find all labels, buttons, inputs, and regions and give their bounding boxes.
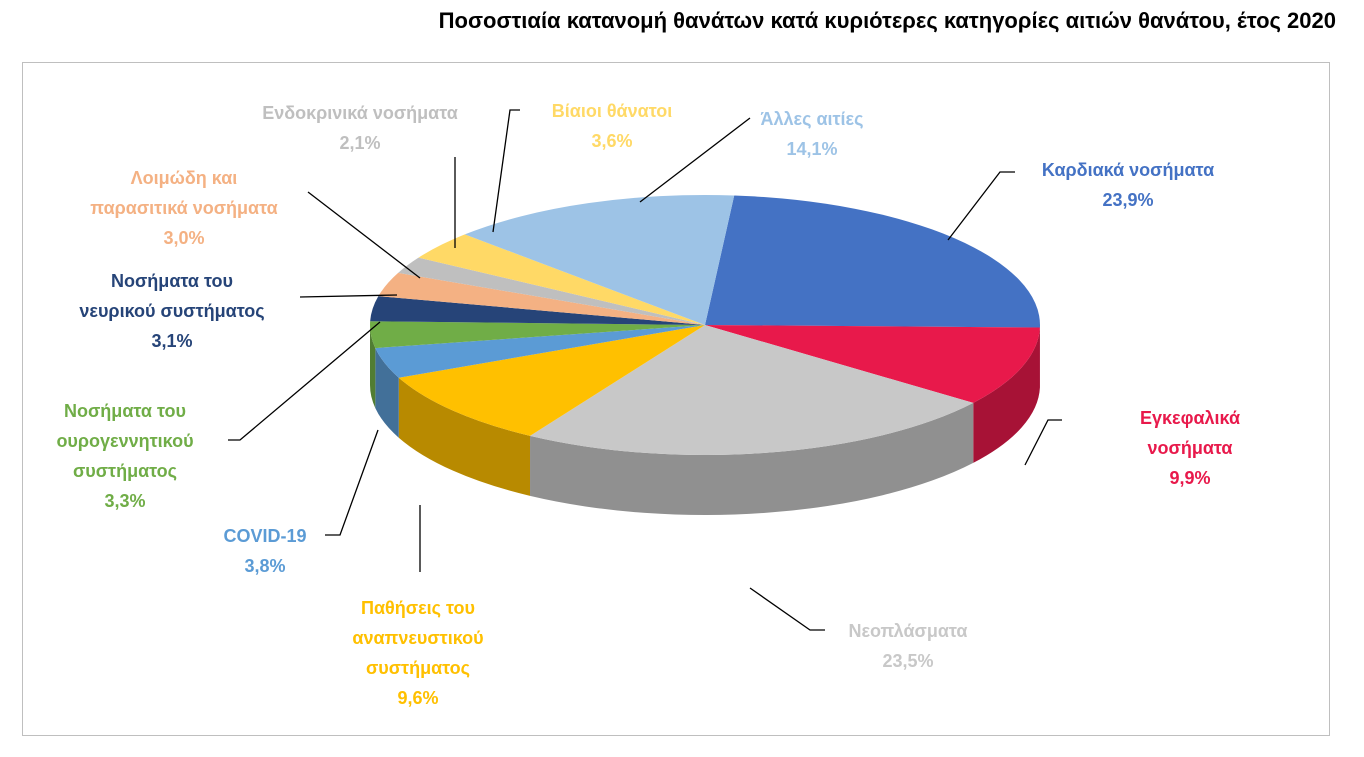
leader-line [639,117,751,203]
value-label: 9,9% [1169,468,1211,488]
slice [705,325,1040,403]
data-label: Άλλες αιτίες 14,1% [761,104,864,164]
leader-line [1024,419,1062,466]
leader-line [307,191,421,279]
value-label: 3,0% [163,228,205,248]
slice [418,234,705,325]
category-label: Νεοπλάσματα [848,621,968,641]
data-label: Νεοπλάσματα 23,5% [849,616,968,676]
slice [370,296,705,325]
leader-line [228,321,381,441]
slice [705,195,1040,328]
slice [464,195,735,325]
value-label: 3,3% [104,491,146,511]
category-label: Εγκεφαλικά νοσήματα [1139,408,1241,458]
data-label: Καρδιακά νοσήματα 23,9% [1042,155,1214,215]
category-label: Ενδοκρινικά νοσήματα [262,103,458,123]
category-label: Λοιμώδη και παρασιτικά νοσήματα [90,168,278,218]
category-label: COVID-19 [223,526,307,546]
category-label: Νοσήματα του νευρικού συστήματος [79,271,265,321]
slice [398,325,705,436]
slice-side [530,402,974,516]
chart-frame [22,62,1330,736]
category-label: Βίαιοι θάνατοι [551,101,673,121]
data-label: Λοιμώδη και παρασιτικά νοσήματα 3,0% [90,163,277,253]
slice [398,257,705,325]
slice-side [398,377,531,496]
leader-line [325,429,379,536]
data-label: Βίαιοι θάνατοι 3,6% [552,96,672,156]
value-label: 3,1% [151,331,193,351]
slice [370,321,705,349]
leader-line [749,587,825,631]
slice [375,325,705,378]
data-label: Εγκεφαλικά νοσήματα 9,9% [1103,403,1277,493]
value-label: 3,6% [591,131,633,151]
slice-side [370,325,376,409]
slice [530,325,974,455]
value-label: 2,1% [339,133,381,153]
leader-line [947,171,1015,241]
category-label: Νοσήματα του ουρογεννητικού συστήματος [56,401,194,481]
chart-title: Ποσοστιαία κατανομή θανάτων κατά κυριότε… [438,8,1336,33]
category-label: Καρδιακά νοσήματα [1041,160,1215,180]
data-label: Νοσήματα του νευρικού συστήματος 3,1% [79,266,264,356]
category-label: Παθήσεις του αναπνευστικού συστήματος [352,598,484,678]
data-label: Ενδοκρινικά νοσήματα 2,1% [262,98,458,158]
value-label: 14,1% [786,139,838,159]
slice-side [375,348,399,438]
value-label: 3,8% [244,556,286,576]
slice-side [973,327,1040,463]
leader-line [299,294,398,298]
data-label: COVID-19 3,8% [223,521,306,581]
slice [378,272,705,325]
data-label: Νοσήματα του ουρογεννητικού συστήματος 3,… [56,396,193,516]
value-label: 23,9% [1102,190,1154,210]
data-label: Παθήσεις του αναπνευστικού συστήματος 9,6… [352,593,483,713]
category-label: Άλλες αιτίες [760,109,864,129]
leader-line [492,109,520,233]
value-label: 9,6% [397,688,439,708]
value-label: 23,5% [882,651,934,671]
